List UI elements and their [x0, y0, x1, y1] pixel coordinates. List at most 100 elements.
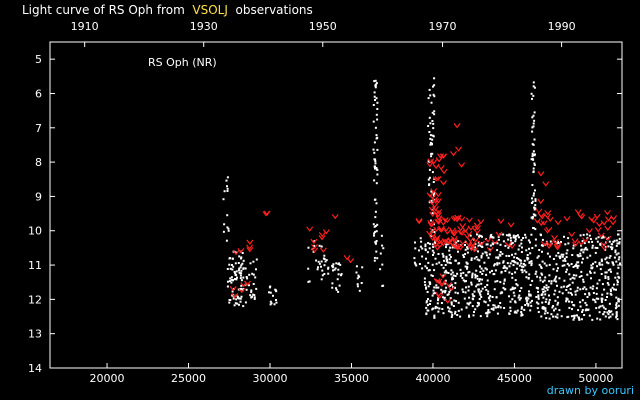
data-point [496, 242, 499, 245]
data-point [614, 251, 617, 254]
data-point [229, 280, 231, 283]
data-point [514, 271, 517, 274]
data-point [331, 286, 334, 289]
data-point [527, 303, 530, 306]
data-point [375, 250, 378, 253]
data-point [480, 282, 483, 285]
data-point [228, 301, 231, 304]
data-point [435, 284, 438, 287]
data-point [534, 207, 537, 210]
fainter-than-mark [563, 216, 571, 222]
data-point [528, 273, 531, 276]
data-point [463, 297, 466, 300]
data-point [550, 282, 553, 285]
data-point [375, 134, 378, 137]
data-point [528, 261, 531, 264]
data-point [443, 259, 445, 262]
data-point [448, 307, 451, 310]
data-point [556, 269, 559, 272]
y-tick-label: 9 [35, 190, 42, 203]
data-point [375, 97, 378, 100]
data-point [468, 314, 470, 317]
data-point [493, 304, 496, 307]
data-point [533, 192, 535, 195]
data-point [452, 305, 455, 307]
fainter-than-mark [546, 241, 554, 247]
data-point [548, 298, 551, 301]
data-point [549, 255, 551, 258]
data-point [429, 219, 432, 222]
data-point [340, 274, 342, 277]
data-point [376, 118, 379, 121]
data-point [499, 302, 502, 304]
data-point [532, 125, 535, 128]
vsolj-link[interactable]: VSOLJ [192, 3, 228, 17]
data-point [543, 286, 546, 289]
data-point [477, 244, 480, 247]
data-point [466, 247, 469, 250]
data-point [440, 302, 443, 304]
data-point [487, 297, 490, 300]
data-point [526, 254, 529, 256]
data-point [575, 265, 578, 267]
data-point [474, 308, 477, 311]
data-point [504, 266, 507, 269]
data-point [318, 244, 321, 247]
data-point [548, 301, 551, 304]
data-point [425, 287, 428, 290]
data-point [448, 253, 451, 256]
fainter-than-mark [545, 243, 553, 249]
data-point [225, 179, 228, 182]
data-point [499, 251, 502, 253]
fainter-than-mark [322, 229, 330, 235]
data-point [496, 262, 499, 265]
data-point [340, 273, 343, 276]
data-point [554, 299, 557, 302]
data-point [465, 261, 468, 264]
data-point [543, 279, 546, 282]
data-point [374, 216, 377, 219]
data-point [504, 270, 507, 272]
data-point [541, 288, 544, 291]
data-point [428, 131, 431, 133]
data-point [614, 249, 617, 252]
title-suffix: observations [235, 3, 313, 17]
data-point [618, 241, 621, 244]
data-point [239, 274, 242, 277]
data-point [241, 262, 244, 265]
data-point [424, 283, 427, 286]
data-point [249, 294, 252, 297]
data-point [433, 192, 436, 194]
data-point [527, 304, 530, 307]
data-point [431, 138, 434, 141]
data-point [445, 243, 448, 246]
data-point [550, 313, 553, 316]
data-point [616, 283, 619, 286]
data-point [517, 236, 520, 239]
data-marks [222, 77, 621, 321]
data-point [600, 300, 603, 303]
data-point [442, 296, 444, 299]
data-point [520, 251, 523, 253]
data-point [381, 285, 384, 287]
data-point [499, 254, 502, 257]
data-point [451, 276, 454, 279]
data-point [617, 258, 620, 261]
data-point [375, 202, 378, 205]
data-point [618, 237, 621, 240]
data-point [466, 262, 469, 265]
fainter-than-mark [552, 239, 560, 245]
data-point [610, 310, 613, 313]
data-point [509, 262, 512, 265]
data-point [514, 261, 517, 264]
data-point [599, 268, 602, 271]
data-point [234, 272, 237, 275]
data-point [516, 309, 519, 312]
data-point [487, 311, 489, 314]
data-point [358, 289, 361, 292]
data-point [607, 313, 610, 316]
data-point [510, 241, 513, 244]
data-point [530, 260, 533, 263]
data-point [571, 293, 573, 296]
data-point [576, 289, 579, 292]
